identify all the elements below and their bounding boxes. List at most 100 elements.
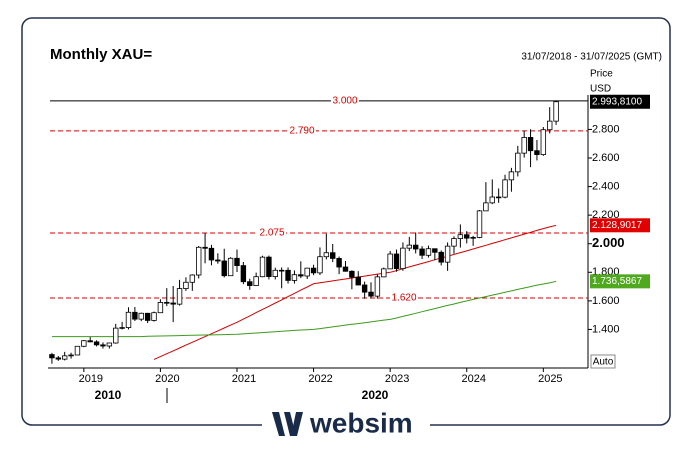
candle-body [291, 274, 298, 281]
y-tick-label: 1.400 [592, 323, 620, 335]
candle-body [502, 179, 508, 198]
x-tick-label: 2020 [155, 373, 179, 385]
candle-body [278, 269, 285, 272]
candle-body [100, 344, 106, 347]
candle-body [87, 340, 93, 343]
candle-body [183, 281, 189, 289]
y-tick-label: 1.600 [592, 295, 620, 307]
candle-body [553, 101, 559, 122]
candle-body [285, 269, 291, 281]
x-tick-label: 2021 [232, 373, 256, 385]
candle-body [208, 247, 215, 261]
candle-body [266, 256, 272, 277]
candle-body [508, 171, 515, 181]
axis-title: Price [590, 69, 613, 80]
candle-body [476, 210, 483, 238]
candle-body [425, 248, 432, 256]
candle-body [323, 252, 330, 258]
candle-body [119, 327, 125, 329]
candle-body [515, 152, 521, 173]
candle-body [240, 265, 247, 283]
candle-body [304, 267, 310, 277]
price-box [590, 274, 650, 289]
candle-body [93, 341, 100, 346]
price-box [590, 218, 650, 233]
candle-body [349, 270, 355, 278]
candle-body [438, 251, 444, 263]
candle-body [310, 267, 317, 274]
candle-body [393, 253, 400, 269]
candle-body [317, 256, 323, 274]
price-box-label: 2.128,9017 [592, 220, 642, 231]
candle-body [164, 302, 170, 304]
date-range: 31/07/2018 - 31/07/2025 (GMT) [521, 52, 662, 63]
candle-body [189, 274, 196, 283]
candle-body [374, 276, 381, 297]
candle-body [330, 252, 336, 259]
auto-label[interactable]: Auto [593, 357, 614, 368]
x-tick-label: 2023 [385, 373, 409, 385]
line-label-bg [258, 227, 286, 239]
candle-body [361, 284, 368, 293]
price-box [590, 94, 650, 109]
candle-body [215, 259, 221, 262]
y-tick-label: 2.600 [592, 152, 620, 164]
x-tick-label: 2024 [462, 373, 486, 385]
candle-body [406, 244, 413, 249]
candle-body [483, 202, 489, 212]
auto-button[interactable] [590, 354, 616, 369]
candle-body [387, 253, 393, 270]
line-label-bg [288, 124, 316, 137]
candle-body [55, 357, 61, 360]
candle-body [534, 150, 540, 155]
candle-body [451, 238, 457, 247]
candle-body [125, 311, 132, 328]
y-tick-label: 2.800 [592, 123, 620, 135]
candle-body [400, 247, 406, 269]
candle-body [138, 312, 144, 320]
axis-unit: USD [590, 84, 611, 95]
candle-body [253, 276, 259, 286]
candle-body [74, 345, 81, 356]
candle-body [49, 354, 55, 359]
candle-body [547, 120, 553, 131]
brand: websim [309, 407, 413, 438]
candle-body [444, 245, 451, 263]
candle-body [132, 311, 138, 320]
candle-body [259, 256, 266, 278]
candle-body [457, 234, 464, 239]
candle-body [355, 276, 361, 286]
candle-body [495, 196, 502, 199]
candle-body [527, 137, 534, 152]
x-tick-label: 2019 [79, 373, 103, 385]
x-label-row2: 2020 [362, 388, 389, 402]
candle-body [470, 237, 476, 239]
frame [21, 17, 671, 426]
x-label-row2: 2010 [95, 388, 122, 402]
candle-body [227, 257, 234, 277]
candle-body [157, 302, 164, 314]
chart-title: Monthly XAU= [50, 46, 152, 63]
x-tick-label: 2022 [308, 373, 332, 385]
y-tick-label: 2.000 [592, 235, 625, 250]
line-label: 2.790 [289, 125, 314, 136]
line-label-bg [390, 292, 418, 304]
candle-body [381, 268, 387, 278]
line-label: 1.620 [391, 293, 416, 304]
candle-body [61, 355, 68, 360]
candle-body [106, 342, 113, 347]
line-label: 3.000 [332, 95, 357, 106]
candle-body [151, 312, 157, 321]
candle-body [81, 340, 87, 347]
candle-body [419, 248, 425, 256]
line-label-bg [331, 94, 359, 107]
candle-body [195, 246, 202, 276]
x-tick-label: 2025 [538, 373, 562, 385]
candle-body [68, 354, 74, 357]
candle-body [144, 312, 151, 321]
candle-body [170, 302, 176, 305]
brand-icon [272, 412, 303, 436]
price-box-label: 1.736,5867 [592, 276, 642, 287]
candle-body [202, 246, 208, 249]
